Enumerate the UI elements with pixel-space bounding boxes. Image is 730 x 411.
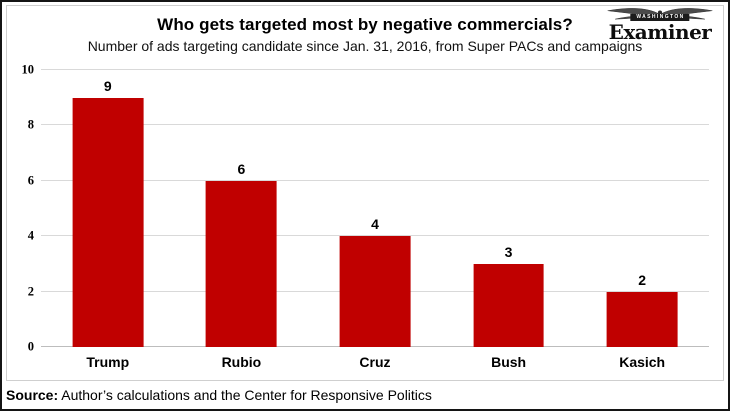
gridline [41,69,709,70]
bar-cruz [339,236,411,347]
bar-trump [72,97,144,347]
y-axis-tick-label: 6 [27,173,34,188]
bar-group-cruz: 4 Cruz [308,70,442,370]
bar-rubio [205,180,277,347]
category-label: Bush [491,354,527,370]
logo-examiner-wordmark: Examiner [608,20,712,44]
bar-group-trump: 9 Trump [41,70,175,370]
bar-kasich [606,291,678,347]
bars-container: 9 Trump 6 Rubio 4 Cruz 3 Bush 2 Kasich [41,70,709,370]
bar-group-rubio: 6 Rubio [175,70,309,370]
source-attribution: Source: Author’s calculations and the Ce… [6,387,432,403]
category-label: Cruz [359,354,391,370]
y-axis-tick-label: 8 [27,117,34,132]
bar-value-label: 6 [237,160,246,177]
gridline [41,124,709,126]
category-label: Kasich [619,354,666,370]
y-axis-tick-label: 2 [27,284,34,299]
chart-title: Who gets targeted most by negative comme… [157,15,573,34]
bar-bush [473,263,544,347]
logo-washington-banner: WASHINGTON [630,14,690,21]
bar-value-label: 2 [638,271,647,288]
category-label: Rubio [221,354,262,370]
gridline [41,235,709,237]
source-label: Source: [6,387,59,403]
bar-group-bush: 3 Bush [442,70,576,370]
y-axis-tick-label: 0 [27,339,34,354]
gridline [41,179,709,181]
chart-subtitle: Number of ads targeting candidate since … [87,38,643,54]
bar-value-label: 4 [371,216,379,233]
chart-plot-box: Who gets targeted most by negative comme… [6,5,724,381]
bar-value-label: 3 [504,243,513,260]
y-axis-tick-label: 10 [21,62,35,77]
category-label: Trump [86,354,130,370]
bar-value-label: 9 [103,77,112,94]
washington-examiner-logo: WASHINGTON Examiner [600,7,720,42]
plot-area: 9 Trump 6 Rubio 4 Cruz 3 Bush 2 Kasich 0 2 4 6 8 10 [22,63,709,370]
bar-group-kasich: 2 Kasich [575,70,709,370]
source-text: Author’s calculations and the Center for… [58,387,432,403]
y-axis-tick-label: 4 [27,228,34,243]
